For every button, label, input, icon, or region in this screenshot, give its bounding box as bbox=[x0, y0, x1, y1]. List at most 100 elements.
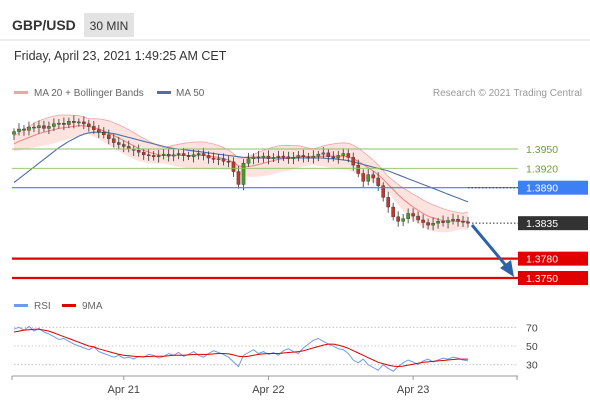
candle-body bbox=[316, 153, 321, 157]
candle-body bbox=[266, 155, 271, 159]
candle-body bbox=[436, 221, 440, 224]
legend-ma50-label: MA 50 bbox=[176, 88, 205, 99]
candle-body bbox=[196, 153, 201, 156]
candle-body bbox=[82, 121, 86, 125]
candle-body bbox=[371, 174, 376, 179]
legend-9ma-label: 9MA bbox=[82, 301, 103, 312]
candle-body bbox=[111, 138, 116, 143]
candle-body bbox=[381, 185, 385, 198]
candle-body bbox=[361, 173, 366, 182]
candle-body bbox=[346, 153, 351, 158]
candle-body bbox=[226, 161, 231, 163]
symbol-label: GBP/USD bbox=[12, 17, 76, 33]
candle-body bbox=[311, 155, 316, 159]
candle-body bbox=[161, 153, 166, 156]
candles bbox=[12, 115, 470, 231]
level-lines bbox=[12, 148, 518, 280]
candle-body bbox=[42, 125, 46, 129]
candle-body bbox=[181, 153, 186, 156]
candle-body bbox=[102, 132, 106, 136]
candle-body bbox=[431, 222, 435, 226]
level-label: 1.3890 bbox=[526, 183, 558, 195]
legend-ma20-swatch bbox=[14, 91, 28, 94]
rsi-plot: 70 50 30 bbox=[13, 322, 538, 372]
rsi-line bbox=[13, 325, 469, 372]
candle-body bbox=[411, 213, 415, 217]
rsi-tick-label: 70 bbox=[526, 322, 538, 334]
candle-body bbox=[341, 153, 346, 156]
candle-body bbox=[276, 155, 281, 158]
candle-body bbox=[141, 152, 146, 156]
candle-body bbox=[396, 216, 400, 222]
candle-body bbox=[186, 155, 191, 157]
level-tag bbox=[518, 271, 588, 285]
bollinger-upper bbox=[13, 114, 469, 214]
candle-body bbox=[401, 218, 405, 222]
candle-body bbox=[191, 154, 196, 157]
candle-body bbox=[146, 154, 151, 157]
candle-body bbox=[221, 158, 226, 162]
candle-body bbox=[321, 152, 326, 155]
level-label: 1.3780 bbox=[526, 254, 558, 266]
candle-body bbox=[62, 122, 66, 125]
candle-body bbox=[52, 123, 56, 127]
candle-body bbox=[57, 122, 61, 125]
legend-ma20-label: MA 20 + Bollinger Bands bbox=[34, 88, 144, 99]
candle-body bbox=[296, 155, 301, 158]
candle-body bbox=[256, 156, 261, 159]
rsi-tick-label: 30 bbox=[526, 360, 538, 372]
candle-body bbox=[211, 157, 216, 160]
candle-body bbox=[301, 155, 306, 157]
ma50-line bbox=[13, 131, 469, 203]
candle-body bbox=[77, 121, 81, 124]
candle-body bbox=[97, 129, 101, 133]
candle-body bbox=[291, 157, 296, 159]
candle-body bbox=[416, 215, 420, 221]
timeframe-label: 30 MIN bbox=[90, 19, 129, 33]
candle-body bbox=[406, 213, 410, 219]
x-tick-label: Apr 23 bbox=[397, 384, 429, 396]
candle-body bbox=[32, 126, 36, 129]
candle-body bbox=[376, 177, 380, 186]
candle-body bbox=[461, 221, 465, 223]
candle-body bbox=[166, 153, 171, 157]
candle-body bbox=[206, 155, 211, 159]
level-tag bbox=[518, 251, 588, 266]
level-tags: 1.3950 1.3920 1.3890 1.3835 1.3780 1.3750 bbox=[518, 144, 588, 285]
candle-body bbox=[246, 158, 251, 164]
candle-body bbox=[281, 155, 286, 158]
candle-body bbox=[17, 128, 21, 132]
datetime-label: Friday, April 23, 2021 1:49:25 AM CET bbox=[14, 49, 227, 63]
timeframe-badge bbox=[84, 13, 134, 37]
level-label: 1.3750 bbox=[526, 273, 558, 285]
candle-body bbox=[336, 155, 341, 159]
rsi-ma-line bbox=[13, 328, 468, 368]
x-axis-labels: Apr 21 Apr 22 Apr 23 bbox=[11, 376, 518, 396]
candle-body bbox=[386, 197, 390, 208]
candle-body bbox=[106, 134, 111, 139]
projection-arrow bbox=[470, 224, 514, 277]
level-label: 1.3835 bbox=[526, 218, 558, 230]
candle-body bbox=[271, 157, 276, 159]
candle-body bbox=[451, 219, 455, 221]
candle-body bbox=[456, 219, 460, 222]
candle-body bbox=[136, 150, 141, 153]
candle-body bbox=[466, 221, 470, 224]
candle-body bbox=[116, 142, 121, 145]
candle-body bbox=[421, 219, 425, 223]
candle-body bbox=[67, 121, 71, 125]
candle-body bbox=[47, 126, 51, 129]
candle-body bbox=[326, 152, 331, 157]
candle-body bbox=[261, 155, 266, 159]
candle-body bbox=[356, 164, 361, 174]
candle-body bbox=[286, 156, 291, 159]
candle-body bbox=[446, 220, 450, 223]
level-tag bbox=[518, 180, 588, 195]
candle-body bbox=[92, 126, 96, 130]
candle-body bbox=[121, 144, 126, 147]
x-tick-label: Apr 22 bbox=[252, 384, 284, 396]
candle-body bbox=[22, 128, 26, 131]
credit-label: Research © 2021 Trading Central bbox=[433, 88, 582, 99]
